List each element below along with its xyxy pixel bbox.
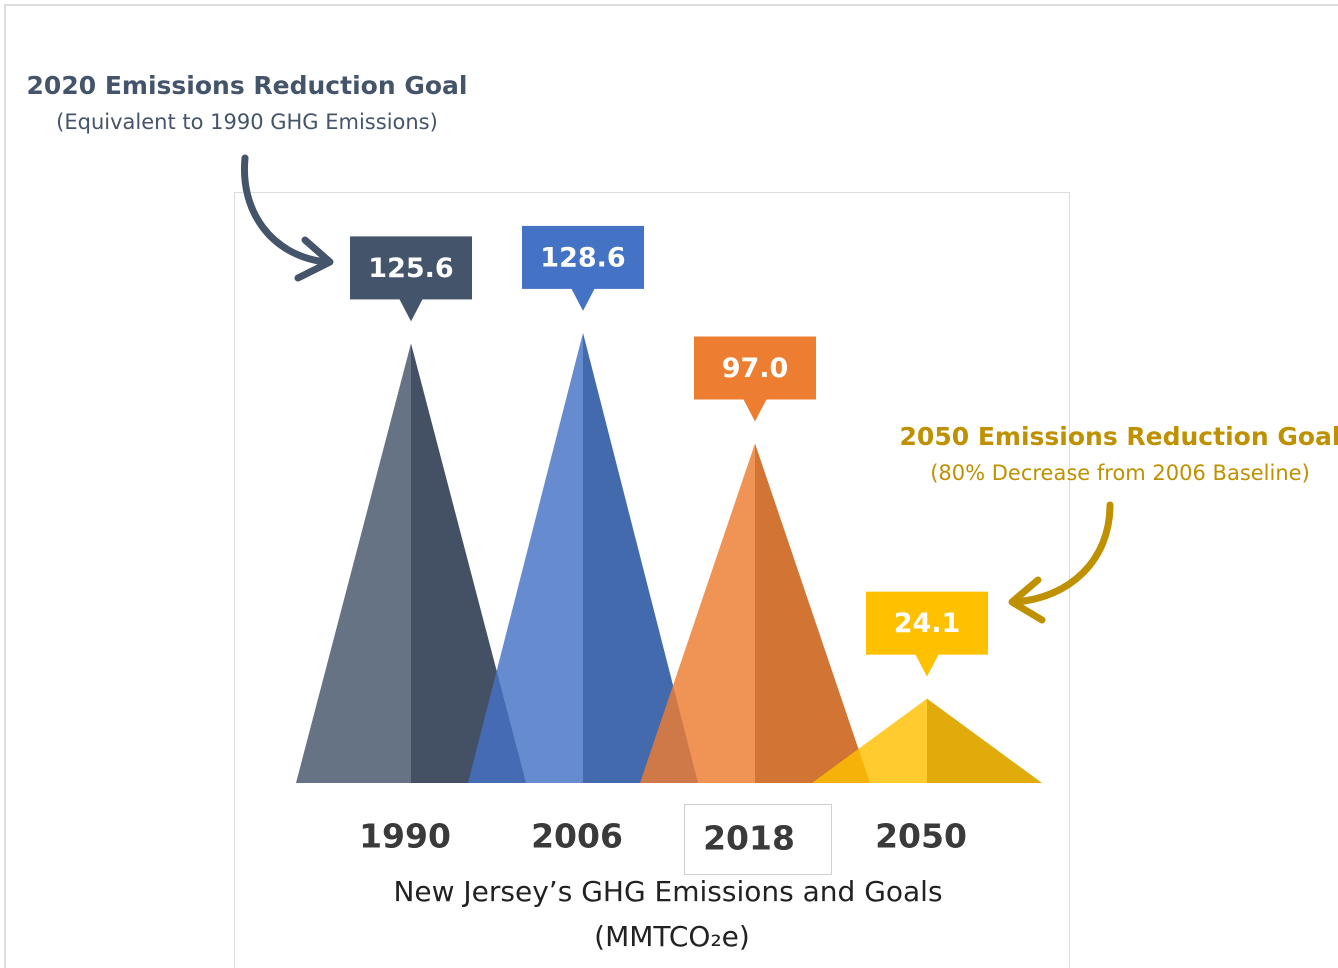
peak-right bbox=[927, 698, 1042, 783]
annotation-text: (80% Decrease from 2006 Baseline) bbox=[930, 461, 1310, 485]
x-tick-label: 2050 bbox=[875, 817, 967, 856]
peak-left bbox=[468, 332, 583, 783]
arrow-head bbox=[1008, 576, 1046, 624]
peak-right bbox=[411, 343, 526, 783]
x-tick-label: 1990 bbox=[359, 817, 451, 856]
label-pointer bbox=[399, 298, 423, 322]
x-tick-label: 2018 bbox=[703, 819, 795, 858]
peak-shade bbox=[411, 343, 526, 783]
data-label: 24.1 bbox=[894, 608, 961, 639]
arrow bbox=[240, 154, 329, 266]
arrow bbox=[1011, 501, 1114, 606]
peak-shade bbox=[755, 443, 870, 783]
chart-subtitle: (MMTCO₂e) bbox=[594, 920, 750, 953]
label-box bbox=[522, 225, 644, 289]
data-label: 128.6 bbox=[540, 242, 625, 273]
annotation-title: 2050 Emissions Reduction Goal bbox=[900, 422, 1338, 451]
label-box bbox=[866, 591, 988, 655]
label-pointer bbox=[743, 398, 767, 422]
data-label: 97.0 bbox=[722, 353, 789, 384]
peak-left bbox=[812, 698, 927, 783]
peak-left bbox=[640, 443, 755, 783]
peak-right bbox=[755, 443, 870, 783]
annotation-text: (Equivalent to 1990 GHG Emissions) bbox=[56, 110, 438, 134]
peak-left bbox=[296, 343, 411, 783]
peak-right bbox=[583, 332, 698, 783]
label-box bbox=[694, 336, 816, 400]
outer-border bbox=[4, 4, 1338, 968]
data-label: 125.6 bbox=[368, 253, 453, 284]
peak-shade bbox=[927, 698, 1042, 783]
label-box bbox=[350, 236, 472, 300]
annotation-title: 2020 Emissions Reduction Goal bbox=[27, 71, 468, 100]
x-tick-label: 2006 bbox=[531, 817, 623, 856]
arrow-head bbox=[294, 236, 334, 282]
chart-title: New Jersey’s GHG Emissions and Goals bbox=[393, 875, 942, 908]
selection-box bbox=[684, 804, 832, 875]
label-pointer bbox=[915, 653, 939, 677]
peak-shade bbox=[583, 332, 698, 783]
label-pointer bbox=[571, 287, 595, 311]
